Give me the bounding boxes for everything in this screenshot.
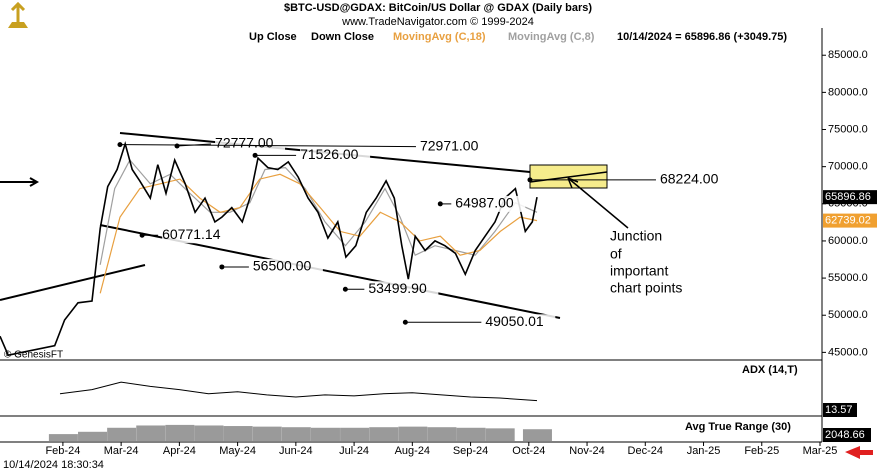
adx-label: ADX (14,T)	[742, 364, 798, 376]
x-tick-label: Oct-24	[512, 445, 545, 457]
annotation-bg	[215, 136, 286, 153]
atr-bar	[78, 431, 108, 441]
annotation-dot	[527, 177, 533, 183]
y-tick-label: 50000.0	[828, 309, 868, 321]
x-tick-label: Mar-25	[803, 445, 838, 457]
annotation-dot	[402, 319, 408, 325]
annotation-bg	[368, 281, 439, 298]
annotation-label: 56500.00	[253, 258, 312, 274]
axis-tag	[823, 190, 877, 205]
x-tick-label: Jun-24	[279, 445, 313, 457]
annotation-bg	[162, 227, 233, 244]
x-tick-label: Nov-24	[569, 445, 604, 457]
atr-bar	[48, 434, 78, 441]
timestamp: 10/14/2024 18:30:34	[3, 459, 104, 471]
adx-tag	[823, 403, 857, 417]
atr-bar	[456, 427, 486, 441]
annotation-label: 49050.01	[485, 313, 544, 329]
legend-down: Down Close	[311, 31, 374, 43]
scroll-arrow[interactable]	[845, 446, 873, 459]
atr-bar	[194, 425, 224, 441]
x-tick-label: Dec-24	[628, 445, 663, 457]
atr-bar	[427, 427, 457, 441]
atr-bar	[136, 425, 166, 441]
source: © GenesisFT	[4, 350, 63, 361]
x-tick-label: Apr-24	[163, 445, 196, 457]
annotation-label: 53499.90	[368, 280, 427, 296]
annotation-dot	[174, 143, 180, 149]
series-line	[0, 140, 538, 357]
series-line	[59, 381, 538, 402]
axis-tag	[823, 213, 877, 228]
x-tick-label: Jul-24	[339, 445, 369, 457]
atr-bar	[223, 426, 253, 441]
annotation-bg	[419, 138, 490, 155]
note: Junction	[610, 228, 662, 244]
note: important	[610, 263, 668, 279]
x-tick-label: Feb-24	[45, 445, 80, 457]
annotation-bg	[252, 258, 323, 275]
annotation-dot	[219, 264, 225, 270]
x-tick-label: Sep-24	[453, 445, 488, 457]
atr-bar	[398, 426, 428, 441]
x-tick-label: May-24	[219, 445, 256, 457]
atr-bar	[369, 427, 399, 441]
annotation-dot	[342, 286, 348, 292]
legend-ma8: MovingAvg (C,8)	[508, 31, 595, 43]
axis-tag-label: 62739.02	[825, 215, 871, 227]
atr-bar	[107, 427, 137, 441]
atr-bar	[310, 427, 340, 441]
y-tick-label: 80000.0	[828, 86, 868, 98]
annotation-label: 60771.14	[162, 226, 221, 242]
atr-bar	[522, 429, 552, 441]
y-tick-label: 70000.0	[828, 161, 868, 173]
adx-tag-label: 13.57	[825, 404, 853, 416]
atr-bar	[281, 427, 311, 441]
series-line	[99, 173, 538, 294]
x-tick-label: Aug-24	[395, 445, 430, 457]
subtitle: www.TradeNavigator.com © 1999-2024	[341, 16, 534, 28]
axis-tag-label: 65896.86	[825, 191, 871, 203]
annotation-label: 64987.00	[455, 195, 514, 211]
atr-bar	[252, 426, 282, 441]
atr-bar	[165, 424, 195, 441]
y-tick-label: 55000.0	[828, 272, 868, 284]
annotation-bg	[485, 314, 556, 331]
y-tick-label: 75000.0	[828, 123, 868, 135]
series-line	[99, 158, 538, 265]
annotation-dot	[117, 142, 123, 148]
annotation-bg	[300, 147, 371, 164]
logo	[8, 1, 28, 28]
annotation-label: 68224.00	[660, 171, 719, 187]
annotation-bg	[659, 171, 730, 188]
annotation-dot	[437, 201, 443, 207]
annotation-dot	[252, 152, 258, 158]
annotation-label: 72777.00	[215, 135, 274, 151]
status: 10/14/2024 = 65896.86 (+3049.75)	[617, 31, 787, 43]
annotation-label: 72971.00	[420, 137, 479, 153]
annotation-dot	[139, 232, 145, 238]
atr-label: Avg True Range (30)	[685, 421, 791, 433]
note: chart points	[610, 280, 682, 296]
y-tick-label: 45000.0	[828, 346, 868, 358]
chart-title: $BTC-USD@GDAX: BitCoin/US Dollar @ GDAX …	[284, 2, 592, 14]
legend-up: Up Close	[249, 31, 297, 43]
note: of	[610, 246, 622, 262]
annotation-label: 71526.00	[300, 146, 359, 162]
legend-ma18: MovingAvg (C,18)	[393, 31, 486, 43]
atr-tag-label: 2048.66	[825, 429, 865, 441]
atr-bar	[340, 427, 370, 441]
x-tick-label: Jan-25	[687, 445, 721, 457]
atr-bar	[485, 428, 515, 441]
y-tick-label: 60000.0	[828, 235, 868, 247]
y-tick-label: 85000.0	[828, 49, 868, 61]
x-tick-label: Feb-25	[744, 445, 779, 457]
atr-tag	[823, 428, 871, 442]
annotation-leader	[119, 144, 416, 148]
annotation-bg	[455, 195, 526, 212]
x-tick-label: Mar-24	[104, 445, 139, 457]
